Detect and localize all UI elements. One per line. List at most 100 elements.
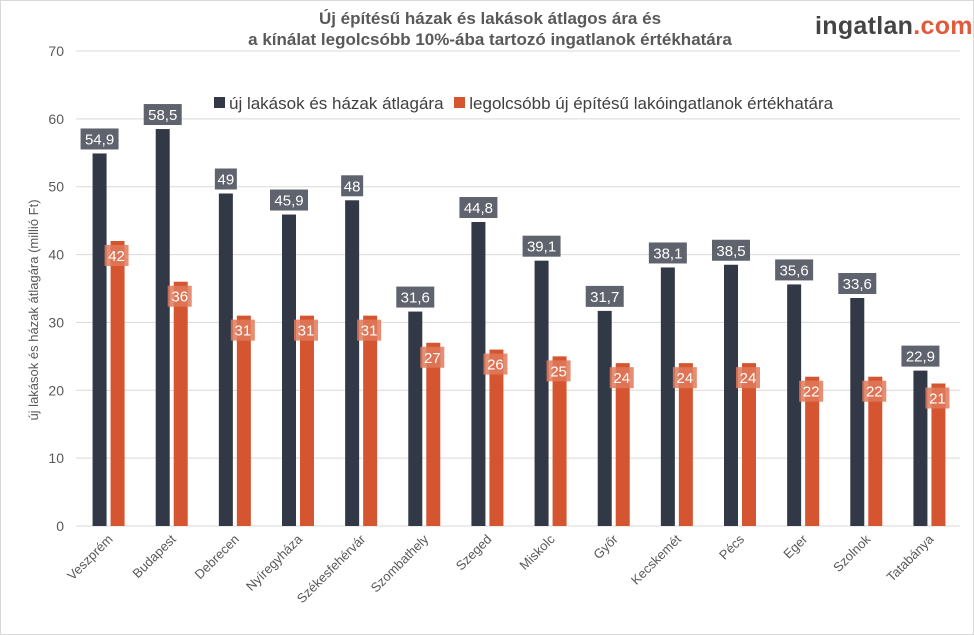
x-tick-label: Nyíregyháza (243, 531, 306, 594)
data-label-cheapest: 42 (108, 248, 125, 265)
data-label-average: 35,6 (780, 262, 809, 279)
data-label-bg-cheapest (357, 319, 382, 341)
legend-label-average: új lakások és házak átlagára (229, 94, 444, 113)
data-label-bg-average (838, 273, 877, 294)
data-label-average: 49 (218, 172, 235, 189)
bar-average (850, 298, 865, 526)
y-axis-label: új lakások és házak átlagára (millió Ft) (26, 199, 41, 420)
data-label-average: 33,6 (843, 276, 872, 293)
data-label-average: 38,5 (716, 243, 745, 260)
data-label-average: 54,9 (85, 131, 114, 148)
data-label-bg-average (459, 197, 498, 218)
data-label-cheapest: 22 (803, 384, 820, 401)
y-tick-label: 30 (48, 314, 64, 330)
data-label-bg-average (648, 242, 687, 264)
data-label-bg-cheapest (672, 367, 697, 389)
x-tick-label: Debrecen (192, 532, 242, 582)
data-label-cheapest: 24 (677, 370, 694, 387)
bar-average (471, 222, 486, 526)
data-label-average: 58,5 (148, 107, 177, 124)
data-label-bg-cheapest (925, 387, 950, 409)
bar-average (218, 193, 233, 526)
data-label-cheapest: 24 (740, 370, 757, 387)
brand-logo: ingatlan.com (815, 12, 973, 41)
x-tick-label: Veszprém (64, 532, 115, 583)
data-label-cheapest: 31 (361, 323, 378, 340)
data-label-bg-cheapest (483, 353, 508, 375)
data-label-average: 44,8 (464, 200, 493, 217)
x-tick-label: Pécs (716, 531, 747, 562)
data-label-bg-cheapest (104, 245, 129, 266)
data-label-cheapest: 24 (613, 370, 630, 387)
x-tick-label: Eger (780, 531, 810, 561)
y-axis-ticks: 0 10 20 30 40 50 60 70 (48, 43, 64, 534)
data-label-bg-cheapest (294, 319, 318, 341)
data-label-cheapest: 31 (235, 323, 252, 340)
x-tick-label: Budapest (129, 531, 179, 581)
data-label-bg-average (270, 189, 308, 211)
bar-cheapest (173, 281, 188, 526)
data-label-bg-average (214, 168, 237, 190)
bar-cheapest (552, 356, 567, 526)
bar-average (282, 214, 296, 527)
y-tick-label: 10 (48, 450, 64, 466)
bar-cheapest (678, 363, 693, 526)
data-label-bg-cheapest (167, 285, 192, 307)
x-tick-label: Szombathely (368, 531, 432, 595)
data-label-average: 22,9 (906, 349, 935, 366)
data-label-average: 38,1 (653, 245, 682, 262)
x-tick-label: Győr (590, 531, 621, 562)
data-labels: 54,9 42 58,5 36 49 31 45,9 31 48 31 31,6 27 44,8 26 39… (80, 104, 950, 409)
data-label-bg-cheapest (862, 380, 887, 402)
data-label-average: 45,9 (274, 193, 303, 210)
x-axis-ticks: Veszprém Budapest Debrecen NyíregyházaSzéke… (64, 531, 937, 606)
y-tick-label: 70 (48, 43, 64, 59)
data-label-bg-cheapest (420, 346, 445, 368)
bar-average (92, 153, 107, 526)
legend-swatch-cheapest (454, 97, 466, 108)
bars (92, 129, 946, 527)
y-tick-label: 20 (48, 382, 64, 398)
bar-cheapest (300, 315, 314, 526)
bar-average (913, 370, 928, 526)
x-tick-label: Kecskemét (628, 531, 684, 587)
x-tick-label: Szeged (453, 532, 495, 574)
bar-average (660, 267, 675, 526)
y-tick-label: 50 (48, 179, 64, 195)
logo-main: ingatlan (815, 12, 914, 40)
bar-cheapest (236, 315, 251, 526)
y-tick-label: 40 (48, 247, 64, 263)
legend-item-cheapest: legolcsóbb új építésű lakóingatlanok ért… (454, 94, 833, 113)
bar-average (155, 129, 170, 527)
data-label-bg-average (341, 175, 364, 197)
legend-item-average: új lakások és házak átlagára (214, 94, 444, 113)
chart-title-line-2: a kínálat legolcsóbb 10%-ába tartozó ing… (248, 30, 732, 49)
bar-average (345, 200, 360, 527)
y-tick-label: 60 (48, 111, 64, 127)
bar-average (787, 284, 802, 526)
logo-suffix: .com (913, 12, 973, 40)
bar-cheapest (805, 376, 820, 526)
bar-cheapest (426, 342, 441, 526)
gridlines (76, 50, 960, 527)
bar-cheapest (868, 376, 883, 526)
chart-title: Új építésű házak és lakások átlagos ára … (180, 8, 800, 50)
bar-average (534, 260, 549, 526)
x-tick-label: Székesfehérvár (294, 531, 369, 606)
bar-cheapest (615, 363, 630, 526)
bar-cheapest (742, 363, 756, 526)
data-label-cheapest: 36 (171, 289, 188, 306)
bar-cheapest (363, 315, 378, 526)
bar-average (408, 311, 423, 526)
data-label-bg-cheapest (230, 319, 255, 341)
data-label-average: 48 (344, 178, 361, 195)
legend: új lakások és házak átlagára legolcsóbb … (214, 94, 839, 114)
legend-swatch-average (214, 97, 225, 108)
y-tick-label: 0 (56, 518, 64, 534)
data-label-cheapest: 21 (929, 391, 946, 408)
chart-title-line-1: Új építésű házak és lakások átlagos ára … (318, 9, 662, 28)
data-label-bg-cheapest (546, 360, 571, 382)
data-label-bg-average (80, 128, 119, 150)
data-label-cheapest: 22 (866, 384, 883, 401)
data-label-cheapest: 31 (298, 323, 315, 340)
